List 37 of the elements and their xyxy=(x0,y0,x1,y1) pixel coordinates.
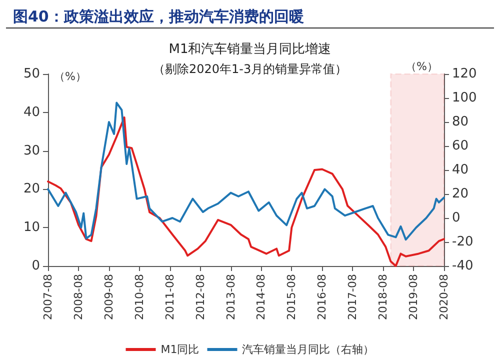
y-tick-label: 30 xyxy=(23,143,40,158)
legend-label: 汽车销量当月同比（右轴） xyxy=(242,343,374,356)
y-tick-label: 50 xyxy=(23,66,40,82)
y2-tick-label: 0 xyxy=(452,210,460,226)
x-tick-label: 2013-08 xyxy=(224,274,238,320)
y2-axis-title: （%） xyxy=(406,60,438,73)
x-tick-label: 2015-08 xyxy=(285,274,298,320)
x-tick-label: 2007-08 xyxy=(42,274,54,320)
y-tick-label: 40 xyxy=(23,104,40,120)
y2-tick-label: 80 xyxy=(452,114,469,130)
x-tick-label: 2009-08 xyxy=(102,274,116,320)
line-series xyxy=(47,102,445,241)
annotation: （剔除2020年1-3月的销量异常值） xyxy=(152,62,348,76)
y-tick-label: 20 xyxy=(23,182,40,197)
y2-tick-label: 120 xyxy=(452,66,477,82)
y2-tick-label: -40 xyxy=(452,258,474,274)
y-tick-label: 10 xyxy=(23,220,40,236)
y2-tick-label: 40 xyxy=(452,162,469,178)
chart-subtitle: M1和汽车销量当月同比增速 xyxy=(168,42,332,57)
y2-tick-label: 100 xyxy=(452,90,477,106)
x-tick-label: 2020-08 xyxy=(438,274,450,320)
x-tick-label: 2016-08 xyxy=(316,274,329,320)
x-tick-label: 2012-08 xyxy=(194,274,207,320)
x-tick-label: 2019-08 xyxy=(406,274,420,320)
legend-label: M1同比 xyxy=(160,343,200,356)
y2-tick-label: 20 xyxy=(452,186,469,202)
x-tick-label: 2008-08 xyxy=(72,274,86,320)
y2-tick-label: -20 xyxy=(452,234,474,250)
x-tick-label: 2018-08 xyxy=(376,274,390,320)
chart-title: 图40：政策溢出效应，推动汽车消费的回暖 xyxy=(13,8,304,26)
y-axis-title: （%） xyxy=(54,70,86,83)
y-tick-label: 0 xyxy=(32,258,40,274)
x-tick-label: 2010-08 xyxy=(132,274,146,320)
y2-tick-label: 60 xyxy=(452,138,469,154)
x-tick-label: 2014-08 xyxy=(254,274,268,320)
x-tick-label: 2011-08 xyxy=(163,274,176,320)
x-tick-label: 2017-08 xyxy=(346,274,360,320)
